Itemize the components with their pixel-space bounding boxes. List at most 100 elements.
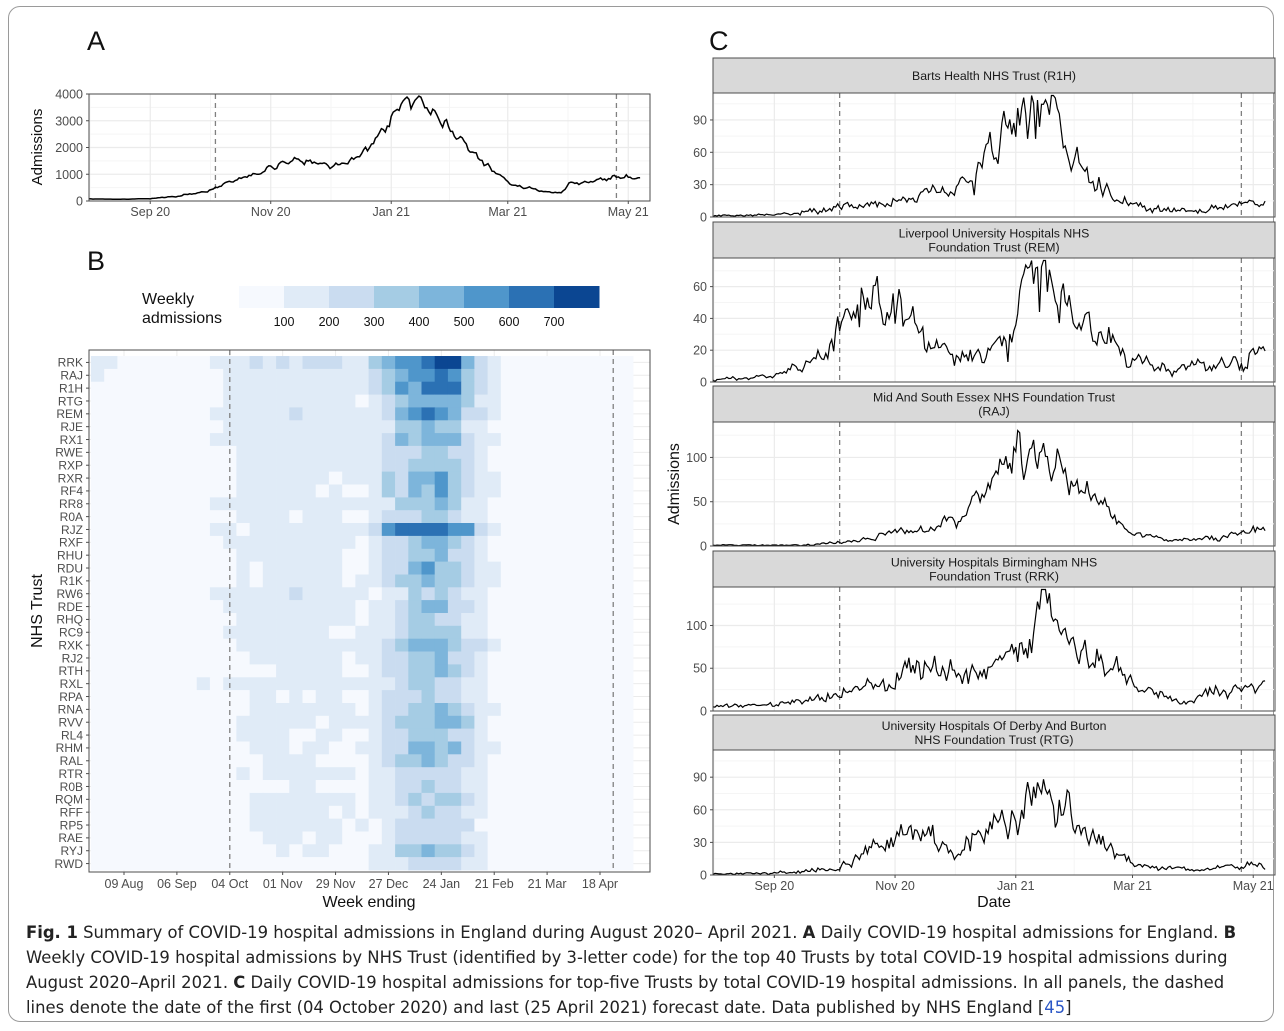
heat-cell [262,857,277,871]
heat-cell [421,561,436,575]
heat-cell [289,394,303,408]
heat-cell [447,433,462,447]
heat-cell [143,523,158,537]
heat-cell [527,625,541,640]
heat-cell [447,857,462,871]
heat-cell [196,844,211,858]
heat-cell [342,780,356,794]
heat-cell [355,651,369,665]
heat-cell [619,407,634,421]
heat-cell [170,368,184,383]
heat-cell [514,805,528,820]
heat-cell [276,497,290,511]
legend-swatch [419,286,465,308]
heat-cell [143,381,158,395]
heat-cell [368,471,383,485]
heat-cell [619,715,634,730]
heat-cell [421,792,436,807]
heat-cell [395,638,409,652]
heat-cell [447,574,462,588]
heat-cell [342,651,356,665]
heat-cell [328,535,343,550]
heat-cell [381,561,396,575]
heat-cell [593,535,607,550]
heat-cell [157,394,171,408]
heat-cell [209,651,224,665]
heat-cell [143,535,158,550]
trust-label: RFF [60,805,83,819]
heat-cell [209,445,224,460]
heat-cell [249,368,264,383]
heat-cell [553,356,568,370]
heat-cell [342,728,356,742]
heat-cell [355,394,369,408]
x-tick-label: Sep 20 [130,205,170,219]
heat-cell [514,523,528,537]
heat-cell [143,574,158,588]
heat-cell [408,625,422,640]
heat-cell [183,407,198,421]
heat-cell [606,792,621,807]
heat-cell [540,857,555,871]
heat-cell [580,381,594,395]
x-tick-label: Nov 20 [251,205,291,219]
heat-cell [249,805,264,820]
heat-cell [421,767,436,781]
heat-cell [593,625,607,640]
trust-label: RX1 [60,433,84,447]
heat-cell [117,458,131,473]
heat-cell [408,458,422,473]
heat-cell [183,741,198,755]
heat-cell [289,613,303,627]
heat-cell [580,433,594,447]
heat-cell [421,471,436,485]
heat-cell [553,445,568,460]
heat-cell [461,433,475,447]
heat-cell [209,356,224,370]
heat-cell [566,831,581,845]
heat-cell [461,420,475,434]
heat-cell [461,715,475,730]
heat-cell [395,754,409,768]
heat-cell [315,535,330,550]
heat-cell [236,780,250,794]
heat-cell [447,548,462,563]
heat-cell [580,407,594,421]
heat-cell [461,548,475,563]
heat-cell [249,625,264,640]
caption-reference-link[interactable]: 45 [1044,998,1066,1017]
heat-cell [381,831,396,845]
heat-cell [249,677,264,691]
heat-cell [580,677,594,691]
heat-cell [276,458,290,473]
heat-cell [514,381,528,395]
heat-cell [461,625,475,640]
heat-cell [315,625,330,640]
heat-cell [381,664,396,678]
heat-cell [355,433,369,447]
heat-cell [421,831,436,845]
heat-cell [540,792,555,807]
legend-swatch [554,286,600,308]
heat-cell [170,433,184,447]
heat-cell [328,664,343,678]
heat-cell [487,535,502,550]
heat-cell [90,587,105,601]
heat-cell [474,767,488,781]
heat-cell [500,792,515,807]
heat-cell [527,831,541,845]
heat-cell [209,510,224,524]
heat-cell [276,715,290,730]
heat-cell [315,638,330,652]
heat-cell [223,754,237,768]
heat-cell [342,407,356,421]
heat-cell [593,600,607,614]
heat-cell [328,523,343,537]
y-tick-label: 60 [693,146,707,160]
heat-cell [315,780,330,794]
heat-cell [474,548,488,563]
heat-cell [90,600,105,614]
heat-cell [157,613,171,627]
facet-grid [713,422,1275,547]
heat-cell [289,510,303,524]
